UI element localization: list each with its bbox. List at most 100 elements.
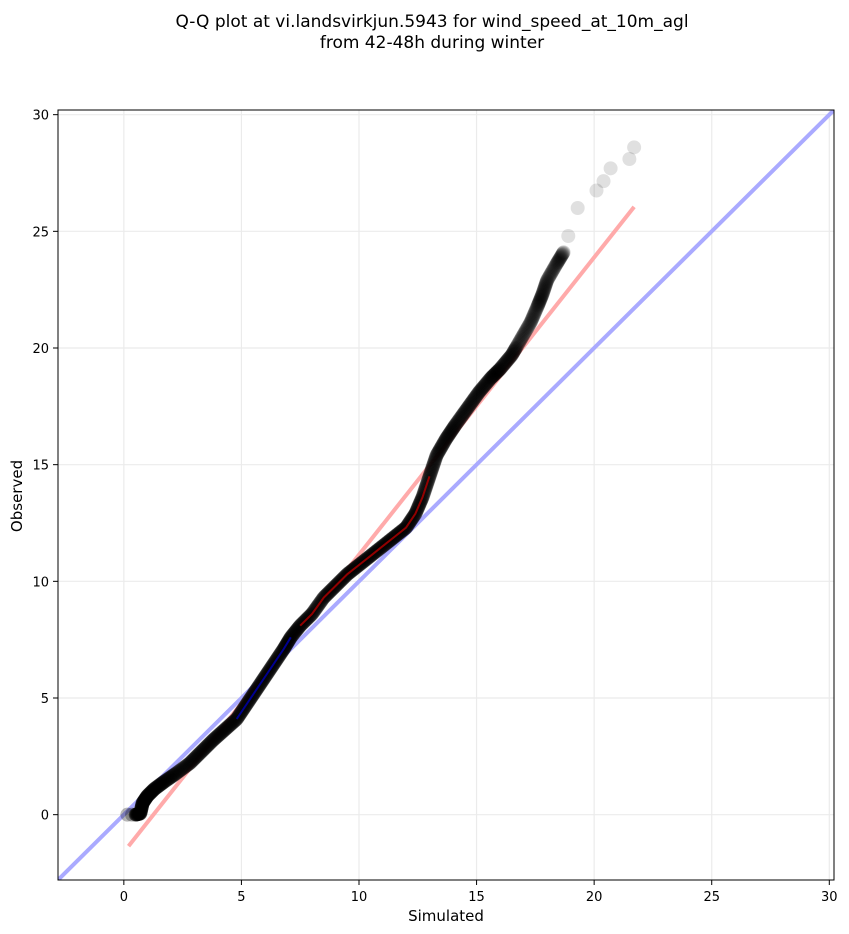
data-point: [443, 425, 458, 439]
data-point: [130, 807, 145, 822]
data-point: [473, 383, 488, 398]
data-point: [223, 717, 238, 732]
data-point: [448, 418, 463, 432]
data-point: [441, 429, 456, 443]
data-point: [185, 753, 200, 768]
data-point: [515, 329, 530, 344]
data-point: [144, 784, 159, 799]
data-point: [506, 344, 521, 359]
data-point: [155, 776, 170, 790]
data-point: [531, 298, 546, 313]
data-point: [171, 764, 186, 779]
data-point: [542, 268, 557, 283]
data-point: [178, 759, 193, 774]
data-point: [159, 773, 174, 788]
data-point: [145, 784, 160, 798]
y-axis: 0 5 10 15 20 25 30: [32, 109, 58, 824]
data-point: [486, 368, 501, 383]
data-point: [136, 794, 151, 808]
data-point: [133, 803, 148, 818]
data-point: [526, 309, 541, 324]
data-point: [140, 789, 155, 804]
data-point: [138, 792, 153, 806]
data-point: [505, 346, 520, 361]
data-point: [213, 726, 228, 741]
data-point: [520, 320, 535, 334]
data-point: [443, 426, 458, 440]
data-point: [432, 442, 447, 457]
y-tick-label: 20: [32, 342, 49, 357]
data-point: [523, 315, 538, 330]
data-point: [513, 332, 528, 347]
data-point: [535, 288, 550, 303]
data-point: [507, 343, 522, 358]
data-point: [176, 760, 191, 775]
data-point: [172, 763, 187, 778]
data-point: [471, 386, 486, 401]
data-point: [548, 259, 563, 274]
data-point: [287, 626, 302, 641]
data-point: [150, 780, 165, 794]
data-point: [488, 366, 503, 381]
data-point: [192, 746, 207, 761]
tail-point: [627, 140, 642, 155]
data-point: [454, 409, 469, 424]
data-point: [129, 807, 144, 822]
data-point: [516, 328, 531, 343]
data-point: [469, 388, 484, 403]
data-point: [498, 356, 513, 370]
data-point: [130, 807, 145, 822]
y-tick-label: 10: [32, 575, 49, 590]
data-point: [218, 721, 233, 736]
data-point: [533, 293, 548, 308]
data-point: [224, 716, 239, 731]
data-point: [519, 322, 534, 337]
data-point: [197, 741, 212, 756]
data-point: [424, 463, 439, 478]
data-point: [476, 380, 491, 395]
data-point: [447, 419, 462, 433]
data-point: [529, 301, 544, 316]
data-point: [459, 402, 474, 417]
data-point: [549, 257, 564, 271]
data-point: [162, 770, 177, 785]
x-tick-label: 20: [586, 890, 603, 905]
data-point: [544, 265, 559, 280]
data-point: [188, 750, 203, 765]
data-point: [553, 251, 568, 266]
data-point: [550, 255, 565, 270]
data-point: [147, 782, 162, 796]
y-axis-label: Observed: [8, 460, 26, 532]
data-point: [151, 779, 166, 793]
tail-point: [589, 183, 604, 198]
data-point: [520, 321, 535, 336]
data-point: [451, 413, 466, 428]
data-point: [455, 407, 470, 422]
plot-area: [58, 110, 834, 880]
data-point: [145, 783, 160, 798]
data-point: [138, 792, 153, 807]
data-point: [148, 781, 163, 796]
tail-point: [570, 201, 585, 215]
data-point: [546, 261, 561, 276]
data-point: [189, 749, 204, 764]
x-axis: 0 5 10 15 20 25 30: [120, 880, 838, 905]
data-point: [202, 737, 217, 752]
data-point: [518, 323, 533, 338]
data-point: [483, 371, 498, 386]
data-point: [131, 806, 146, 821]
data-point: [183, 755, 198, 770]
data-point: [504, 348, 519, 362]
data-point: [136, 794, 151, 809]
data-point: [536, 284, 551, 299]
data-point: [440, 430, 455, 444]
data-point: [506, 345, 521, 360]
data-point: [514, 331, 529, 346]
data-point: [201, 738, 216, 752]
data-point: [500, 353, 515, 367]
data-point: [132, 806, 147, 821]
y-tick-label: 25: [32, 225, 49, 240]
data-point: [528, 304, 543, 319]
data-point: [142, 786, 157, 801]
data-point: [139, 790, 154, 804]
